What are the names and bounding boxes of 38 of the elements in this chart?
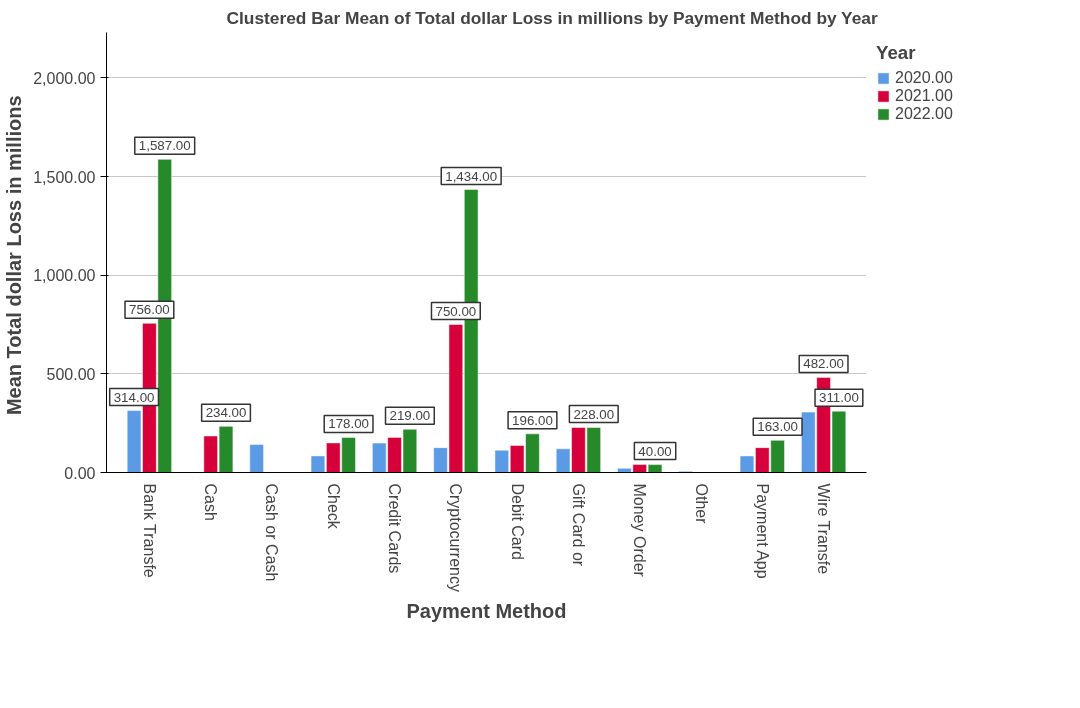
data-label: 228.00	[573, 406, 615, 422]
y-axis-title: Mean Total dollar Loss in millions	[3, 95, 26, 416]
legend-label: 2020.00	[895, 69, 953, 87]
data-label: 178.00	[328, 416, 369, 432]
y-tick-label: 1,000.00	[33, 267, 96, 285]
legend-label: 2022.00	[895, 105, 953, 123]
x-tick-label: Wire Transfe	[815, 483, 833, 575]
x-tick-label: Cash or Cash	[263, 483, 281, 582]
y-tick-label: 2,000.00	[33, 69, 96, 87]
x-tick-label: Check	[324, 483, 342, 530]
x-tick-label: Cash	[202, 483, 220, 521]
data-label: 311.00	[819, 390, 859, 406]
data-label: 482.00	[803, 356, 844, 372]
x-tick-label: Other	[692, 483, 710, 525]
x-tick-label: Gift Card or	[569, 483, 587, 567]
x-tick-label: Credit Cards	[386, 483, 404, 574]
data-label: 750.00	[435, 303, 477, 319]
data-label: 1,434.00	[445, 168, 498, 184]
data-label: 40.00	[638, 443, 672, 459]
legend-title: Year	[876, 42, 917, 64]
x-tick-label: Cryptocurrency	[447, 483, 465, 592]
y-tick-label: 500.00	[46, 365, 96, 383]
y-tick-label: 1,500.00	[33, 168, 96, 186]
data-label: 163.00	[757, 419, 799, 435]
x-tick-label: Bank Transfe	[140, 483, 158, 578]
x-tick-label: Money Order	[631, 483, 649, 578]
y-tick-label: 0.00	[64, 464, 96, 482]
x-tick-label: Payment App	[753, 483, 771, 579]
data-label: 234.00	[205, 405, 247, 421]
chart-title: Clustered Bar Mean of Total dollar Loss in millions by Payment Method by Year	[226, 7, 878, 28]
data-label: 314.00	[113, 389, 155, 405]
data-label: 756.00	[129, 302, 170, 318]
x-tick-label: Debit Card	[508, 483, 526, 560]
data-label: 1,587.00	[138, 138, 191, 154]
x-axis-title: Payment Method	[406, 599, 567, 622]
data-label: 219.00	[389, 408, 431, 424]
legend-label: 2021.00	[895, 87, 953, 105]
data-label: 196.00	[512, 412, 553, 428]
